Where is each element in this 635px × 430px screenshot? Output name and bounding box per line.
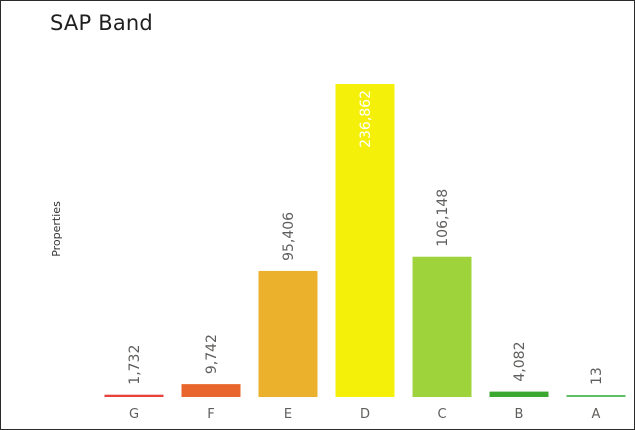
data-label-F: 9,742 [204,334,220,374]
bar-D[interactable] [335,84,395,397]
x-tick-G: G [129,407,139,422]
data-labels: 1,732 9,742 95,406 236,862 106,148 4,082 13 [127,90,605,385]
bar-F[interactable] [181,384,241,397]
data-label-A: 13 [589,367,605,385]
bars-group [104,84,626,397]
data-label-D: 236,862 [358,90,374,148]
x-tick-A: A [592,407,601,422]
bar-G[interactable] [104,394,164,397]
x-tick-C: C [437,407,446,422]
bar-E[interactable] [258,270,318,397]
bar-B[interactable] [489,391,549,397]
x-tick-D: D [360,407,370,422]
x-tick-E: E [284,407,292,422]
data-label-B: 4,082 [512,342,528,382]
data-label-E: 95,406 [281,212,297,261]
data-label-G: 1,732 [127,345,143,385]
x-tick-F: F [207,407,214,422]
bar-A[interactable] [566,395,626,397]
y-axis-label: Properties [50,201,63,257]
data-label-C: 106,148 [435,189,451,247]
x-tick-B: B [515,407,524,422]
chart-title: SAP Band [50,11,153,35]
bar-C[interactable] [412,256,472,397]
